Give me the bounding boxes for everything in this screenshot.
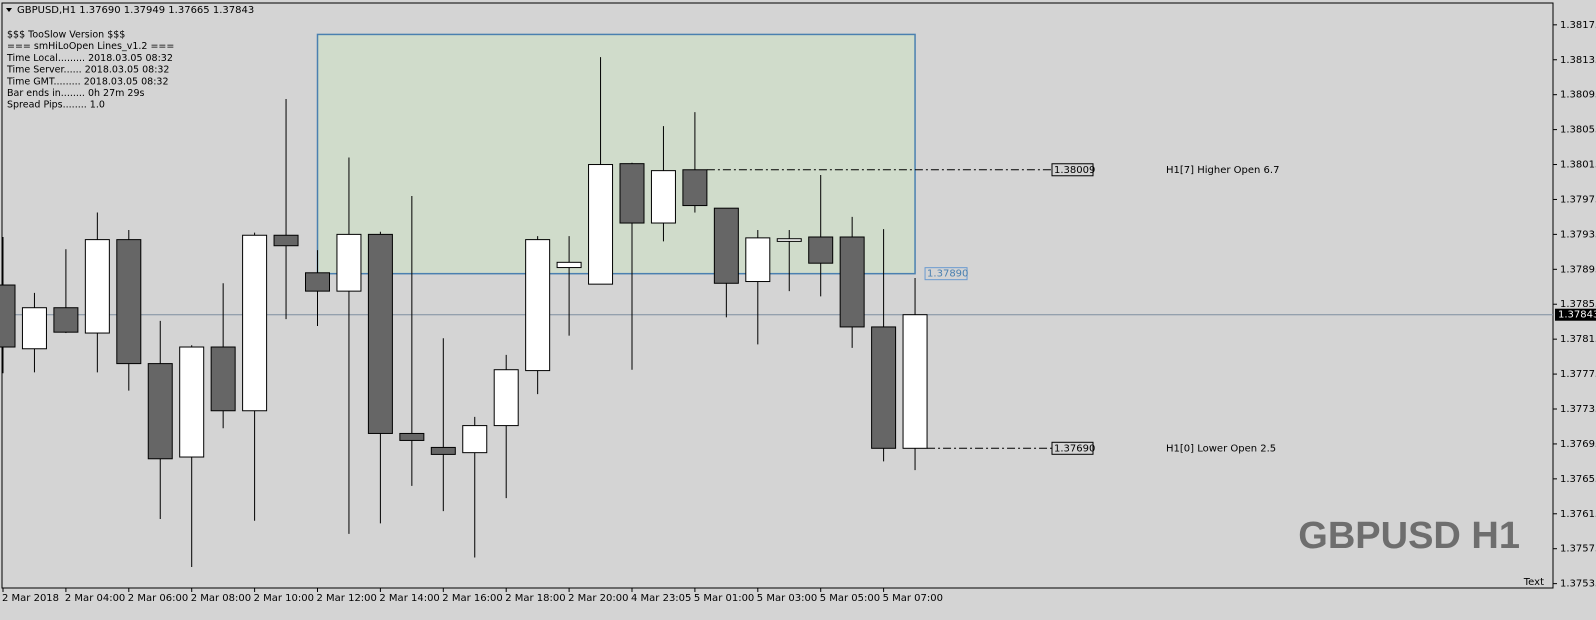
y-tick-label: 1.37975 bbox=[1560, 194, 1596, 205]
candle-body bbox=[650, 170, 676, 224]
y-tick-label: 1.37735 bbox=[1560, 404, 1596, 415]
candle-body bbox=[179, 346, 205, 458]
candle-body bbox=[556, 261, 582, 269]
candle-body bbox=[53, 307, 79, 333]
x-tick-label: 2 Mar 20:00 bbox=[568, 593, 628, 604]
level-label: 1.37690 bbox=[1054, 443, 1095, 454]
x-tick-label: 2 Mar 16:00 bbox=[442, 593, 502, 604]
candle-body bbox=[682, 169, 708, 207]
zone-label: 1.37890 bbox=[927, 269, 968, 280]
level-text: H1[0] Lower Open 2.5 bbox=[1166, 443, 1276, 454]
candle-body bbox=[808, 236, 834, 264]
candle-body bbox=[273, 234, 299, 247]
chart-title: GBPUSD,H1 1.37690 1.37949 1.37665 1.3784… bbox=[17, 5, 254, 16]
candle-body bbox=[399, 432, 425, 441]
candle-body bbox=[367, 233, 393, 434]
candle-body bbox=[21, 307, 47, 350]
candle-body bbox=[336, 233, 362, 292]
info-line: Bar ends in........ 0h 27m 29s bbox=[7, 88, 145, 99]
x-tick-label: 5 Mar 05:00 bbox=[820, 593, 880, 604]
x-tick-label: 5 Mar 07:00 bbox=[883, 593, 943, 604]
candle-body bbox=[713, 207, 739, 284]
y-tick-label: 1.37695 bbox=[1560, 439, 1596, 450]
y-tick-label: 1.37815 bbox=[1560, 334, 1596, 345]
x-tick-label: 2 Mar 08:00 bbox=[191, 593, 251, 604]
level-label-box bbox=[1051, 441, 1094, 455]
y-tick-label: 1.37855 bbox=[1560, 299, 1596, 310]
y-tick-label: 1.38095 bbox=[1560, 90, 1596, 101]
candle-body bbox=[902, 314, 928, 449]
y-tick-label: 1.37615 bbox=[1560, 509, 1596, 520]
candle-body bbox=[776, 238, 802, 242]
candle-body bbox=[619, 163, 645, 224]
y-tick-label: 1.38135 bbox=[1560, 55, 1596, 66]
current-price-label: 1.37843 bbox=[1558, 310, 1596, 321]
candle-body bbox=[305, 272, 330, 292]
candle-body bbox=[430, 446, 456, 455]
info-line: Spread Pips........ 1.0 bbox=[7, 100, 105, 111]
info-line: $$$ TooSlow Version $$$ bbox=[7, 30, 125, 41]
y-tick-label: 1.37535 bbox=[1560, 579, 1596, 590]
candle-body bbox=[525, 239, 551, 372]
x-tick-label: 2 Mar 10:00 bbox=[254, 593, 314, 604]
y-tick-label: 1.37575 bbox=[1560, 544, 1596, 555]
x-tick-label: 5 Mar 03:00 bbox=[757, 593, 817, 604]
x-tick-label: 5 Mar 01:00 bbox=[694, 593, 754, 604]
candle-body bbox=[493, 369, 519, 427]
x-tick-label: 2 Mar 14:00 bbox=[379, 593, 439, 604]
info-line: Time GMT......... 2018.03.05 08:32 bbox=[6, 76, 169, 87]
candle-body bbox=[84, 239, 110, 334]
x-tick-label: 2 Mar 12:00 bbox=[317, 593, 377, 604]
info-line: === smHiLoOpen Lines_v1.2 === bbox=[7, 41, 174, 52]
candle-body bbox=[116, 239, 142, 365]
candle-body bbox=[839, 236, 865, 328]
zone-box bbox=[316, 33, 916, 275]
y-tick-label: 1.37935 bbox=[1560, 229, 1596, 240]
level-label-box bbox=[1051, 163, 1094, 177]
zone-label-box bbox=[924, 267, 968, 281]
y-tick-label: 1.38175 bbox=[1560, 20, 1596, 31]
candle-body bbox=[242, 234, 268, 412]
x-tick-label: 2 Mar 06:00 bbox=[128, 593, 188, 604]
menu-arrow bbox=[6, 8, 12, 12]
candle-body bbox=[871, 326, 897, 449]
y-tick-label: 1.37775 bbox=[1560, 369, 1596, 380]
y-tick-label: 1.37895 bbox=[1560, 264, 1596, 275]
x-tick-label: 2 Mar 2018 bbox=[2, 593, 59, 604]
current-price-box bbox=[1555, 308, 1596, 321]
x-tick-label: 2 Mar 04:00 bbox=[65, 593, 125, 604]
candle-body bbox=[745, 237, 771, 283]
candle-body bbox=[147, 363, 173, 460]
watermark: GBPUSD H1 bbox=[1298, 515, 1520, 557]
candle-body bbox=[588, 164, 614, 285]
y-tick-label: 1.37655 bbox=[1560, 474, 1596, 485]
info-line: Time Server...... 2018.03.05 08:32 bbox=[6, 65, 169, 76]
level-text: H1[7] Higher Open 6.7 bbox=[1166, 165, 1279, 176]
corner-text: Text bbox=[1523, 577, 1544, 588]
y-tick-label: 1.38015 bbox=[1560, 160, 1596, 171]
candle-body bbox=[0, 284, 16, 348]
info-line: Time Local......... 2018.03.05 08:32 bbox=[6, 53, 173, 64]
level-label: 1.38009 bbox=[1054, 165, 1095, 176]
candle-body bbox=[462, 425, 488, 454]
x-tick-label: 4 Mar 23:05 bbox=[631, 593, 691, 604]
x-tick-label: 2 Mar 18:00 bbox=[505, 593, 565, 604]
y-tick-label: 1.38055 bbox=[1560, 125, 1596, 136]
candle-body bbox=[210, 346, 236, 412]
